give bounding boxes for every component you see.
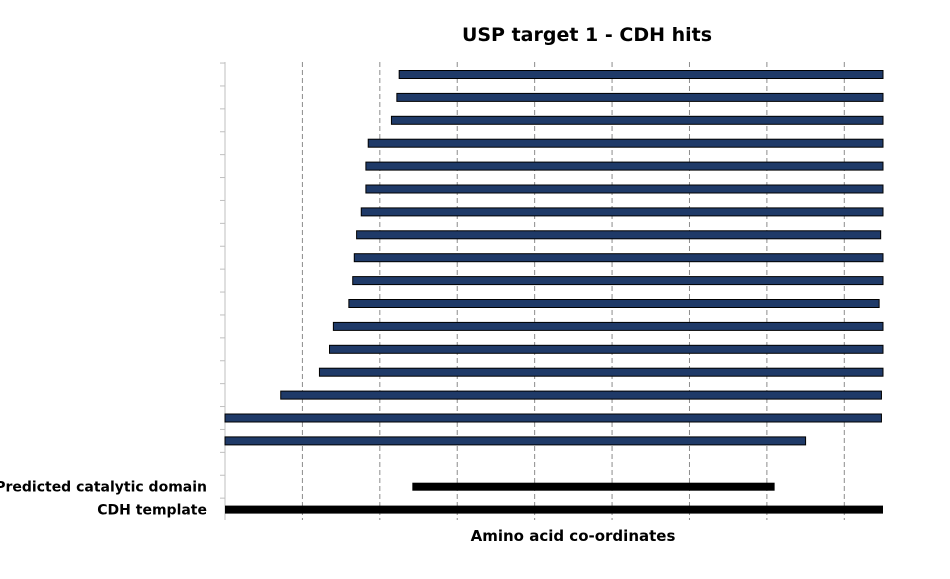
hit-bar-17 [224,436,807,446]
hit-bar-12 [332,321,884,331]
hit-bar-7 [360,207,884,217]
hit-bar-8 [356,230,882,240]
annotation-bar-1 [412,482,775,491]
annotation-rows: Predicted catalytic domain CDH template [0,480,883,519]
hit-bar-3 [390,115,884,125]
hit-bar-4 [367,138,884,148]
y-axis-ticks [220,62,225,499]
annotation-label-1: Predicted catalytic domain [0,480,207,496]
hit-bars [224,70,884,446]
hit-bar-1 [398,70,884,79]
hit-bar-16 [224,413,882,423]
x-axis-label: Amino acid co-ordinates [471,527,676,545]
hit-bar-2 [396,92,884,102]
grid-lines [301,62,845,520]
hit-bar-6 [365,184,884,194]
hit-bar-10 [352,276,884,286]
hit-bar-13 [329,344,884,354]
annotation-bar-2 [225,505,883,514]
annotation-label-2: CDH template [97,503,207,519]
hit-bar-5 [365,161,884,171]
hit-bar-14 [318,367,884,377]
chart-title: USP target 1 - CDH hits [462,24,712,46]
hit-bar-15 [280,390,882,400]
hit-bar-9 [353,253,884,263]
hit-bar-11 [348,299,880,308]
